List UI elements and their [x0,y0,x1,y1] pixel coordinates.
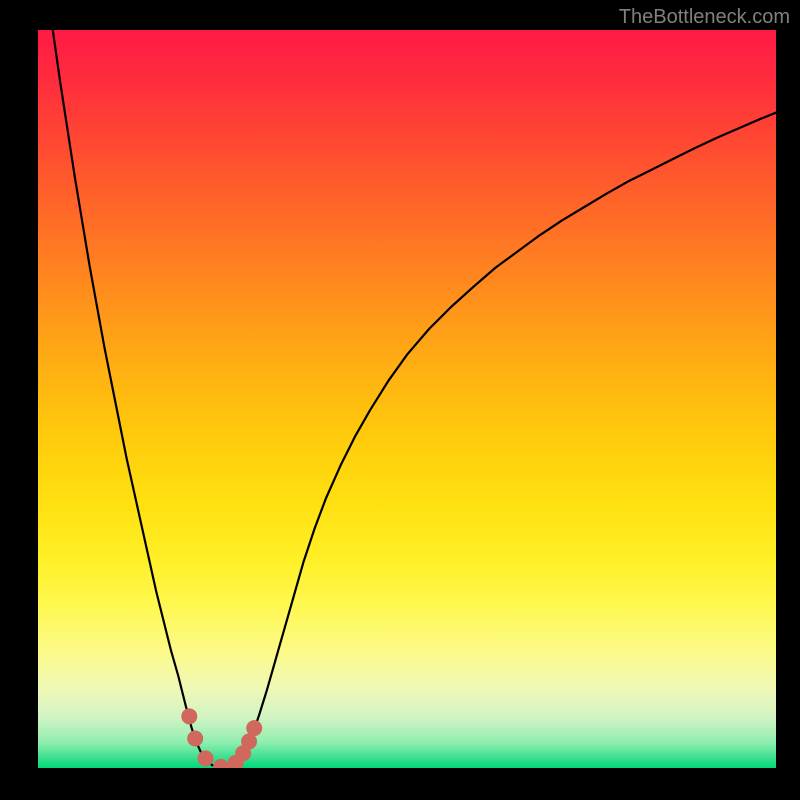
data-marker [188,731,203,746]
data-marker [242,734,257,749]
data-marker [198,751,213,766]
chart-background [38,30,776,768]
chart-plot-area [38,30,776,768]
watermark-label: TheBottleneck.com [619,6,790,29]
data-marker [247,721,262,736]
data-marker [182,709,197,724]
bottleneck-chart [38,30,776,768]
